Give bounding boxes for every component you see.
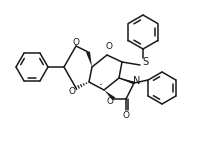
Text: O: O <box>68 87 75 96</box>
Text: O: O <box>122 111 129 120</box>
Text: O: O <box>106 98 113 106</box>
Text: ·: · <box>99 80 102 93</box>
Text: O: O <box>105 42 112 51</box>
Polygon shape <box>118 78 134 84</box>
Polygon shape <box>86 51 92 67</box>
Polygon shape <box>103 90 115 101</box>
Text: O: O <box>72 39 79 48</box>
Text: S: S <box>141 57 147 67</box>
Text: N: N <box>133 76 140 86</box>
